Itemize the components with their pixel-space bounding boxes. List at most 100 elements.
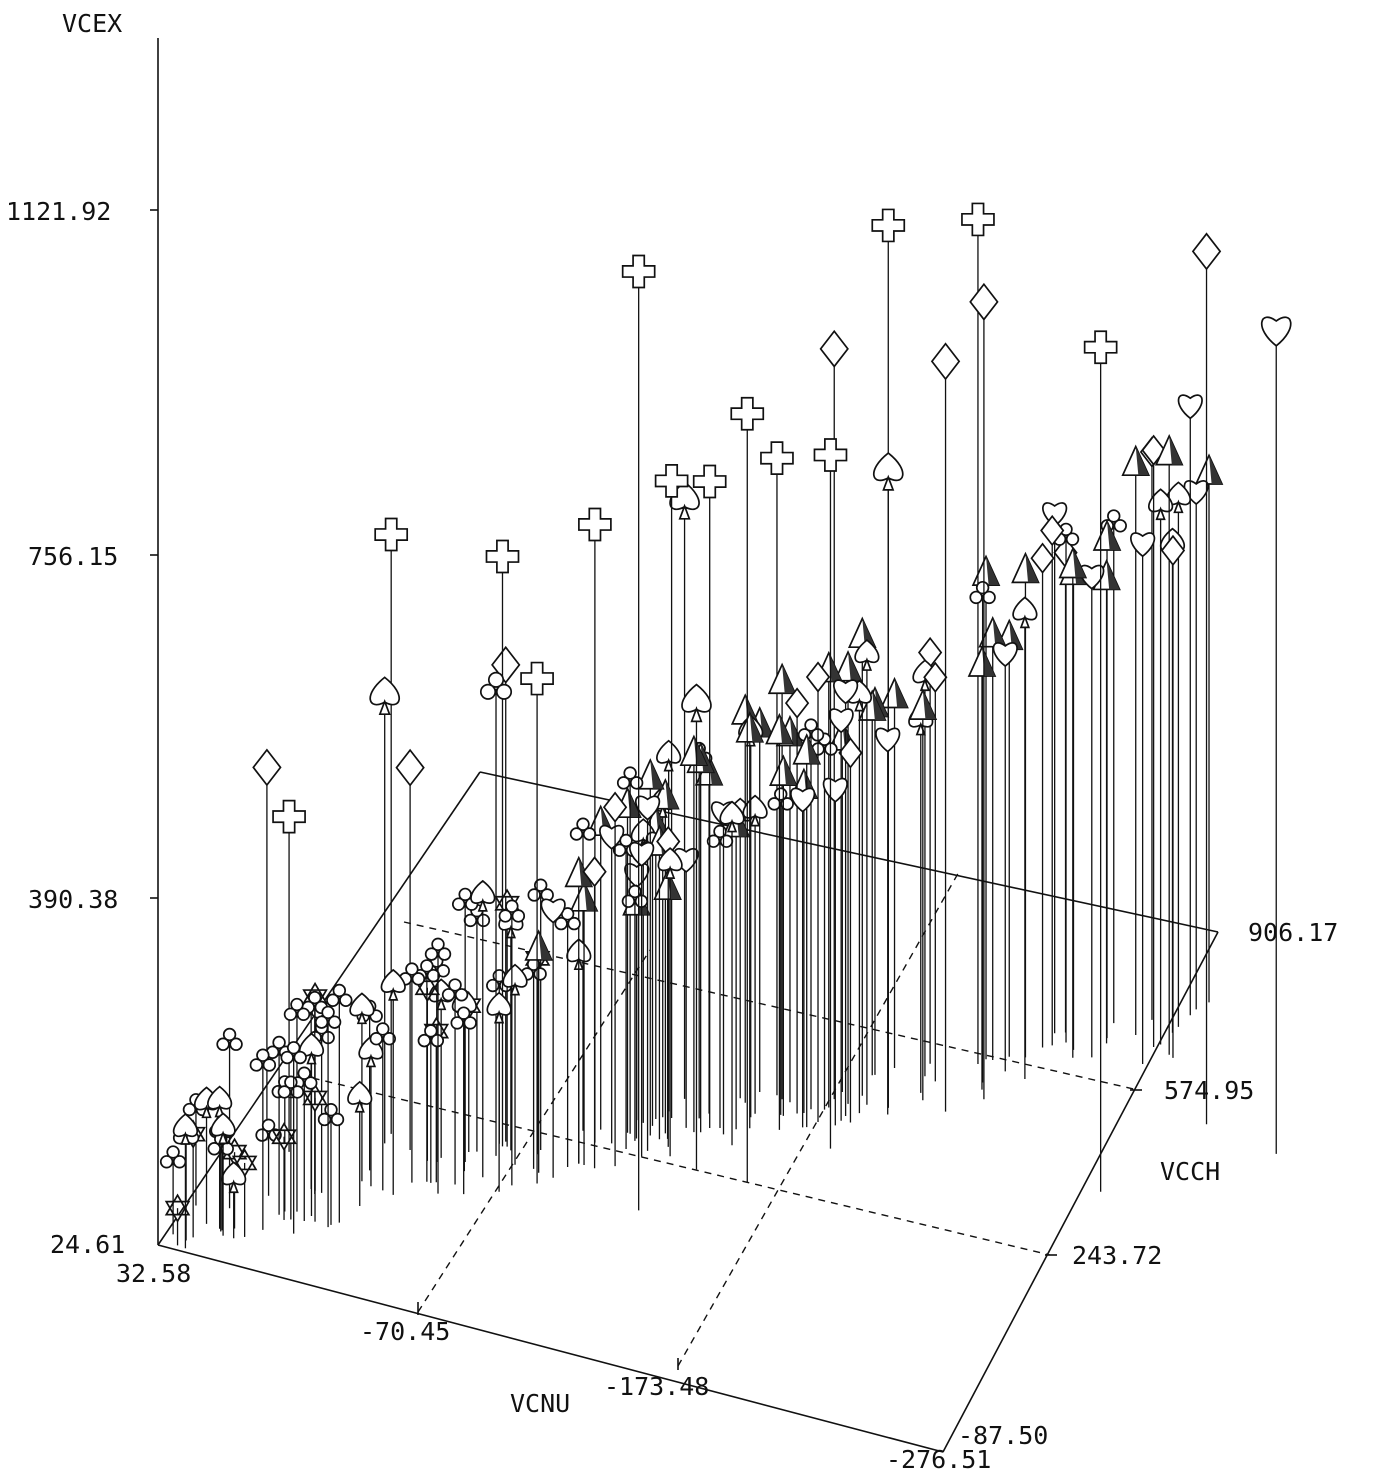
data-point-heart: [828, 708, 854, 1121]
club-marker: [797, 718, 825, 742]
heart-marker: [624, 863, 650, 889]
cross-marker: [730, 396, 765, 431]
data-point-diamond: [395, 748, 425, 1151]
data-point-diamond: [1160, 534, 1186, 1058]
data-point-pyramid: [769, 754, 798, 1116]
data-point-heart: [635, 795, 661, 1151]
diamond-marker: [784, 687, 810, 719]
data-point-spade: [1165, 481, 1191, 1027]
club-marker: [1052, 522, 1080, 546]
pyramid-shade: [1209, 455, 1223, 485]
x-tick-label-32: 32.58: [116, 1259, 191, 1288]
club-marker: [249, 1048, 277, 1072]
data-point-pyramid: [586, 804, 616, 1130]
pyramid-shade: [749, 713, 763, 742]
cross-marker: [813, 438, 848, 472]
dashed-grid-line-1: [403, 921, 1139, 1091]
data-point-pyramid: [792, 733, 822, 1128]
data-point-club: [520, 957, 547, 1169]
data-point-club: [398, 962, 426, 1183]
club-marker: [424, 937, 452, 961]
pyramid-shade: [782, 664, 796, 694]
cross-marker: [961, 202, 995, 237]
data-point-club: [685, 741, 713, 1119]
y-tick-label-906: 906.17: [1248, 918, 1338, 947]
spade-marker: [719, 800, 745, 833]
pyramid-shade: [1107, 521, 1121, 550]
data-point-pyramid: [908, 688, 938, 1101]
data-point-spade: [719, 800, 745, 1146]
diamond-marker: [252, 748, 282, 787]
data-point-spade: [657, 847, 683, 1157]
data-point-club: [159, 1145, 187, 1235]
data-point-pyramid: [1059, 553, 1088, 1050]
club-marker: [969, 580, 996, 605]
data-point-club: [498, 899, 526, 1186]
spade-marker: [369, 676, 400, 716]
pyramid-shade: [806, 735, 820, 764]
diamond-marker: [1191, 232, 1222, 271]
data-point-spade: [298, 1032, 325, 1217]
data-point-spade: [738, 714, 764, 1118]
z-axis-label: VCEX: [62, 9, 122, 38]
z-tick-label-390: 390.38: [28, 885, 118, 914]
club-marker: [326, 983, 353, 1007]
dashed-grid-line-2: [299, 1074, 1051, 1256]
pyramid-shade: [665, 780, 679, 809]
club-marker: [616, 766, 644, 790]
pyramid-shade: [894, 678, 908, 708]
club-marker: [314, 1005, 342, 1029]
data-point-club: [1052, 522, 1080, 1043]
spade-marker: [221, 1161, 247, 1194]
spade-marker: [681, 683, 712, 723]
spade-marker: [854, 639, 880, 671]
data-point-diamond: [602, 791, 628, 1167]
data-point-club: [417, 1024, 445, 1183]
diamond-marker: [582, 856, 607, 888]
pyramid-shade: [981, 647, 995, 677]
spade-marker: [298, 1032, 325, 1065]
x-tick-label-70: -70.45: [360, 1317, 450, 1346]
pyramid-shade: [1106, 560, 1120, 590]
spade-marker: [380, 968, 406, 1001]
heart-marker: [540, 898, 566, 924]
data-point-spade: [221, 1161, 247, 1239]
data-point-spade: [681, 683, 712, 1170]
pyramid-shade: [986, 556, 1000, 586]
heart-marker: [828, 708, 854, 734]
data-point-cross: [1083, 330, 1118, 1192]
data-point-spade: [428, 978, 454, 1158]
data-point-spade: [347, 1080, 373, 1206]
data-point-club: [369, 1022, 396, 1191]
data-point-pyramid: [679, 734, 709, 1133]
data-point-diamond: [838, 737, 863, 1123]
diamond-marker: [491, 645, 521, 684]
heart-marker: [1130, 532, 1156, 558]
spade-marker: [172, 1113, 198, 1145]
pyramid-shade: [709, 756, 723, 785]
data-point-cross: [485, 539, 520, 1147]
data-point-cross: [621, 254, 656, 1211]
pyramid-shade: [783, 756, 797, 786]
pyramid-shade: [828, 652, 842, 682]
spade-marker: [486, 991, 512, 1024]
data-point-spade: [380, 968, 406, 1195]
data-point-pyramid: [967, 645, 997, 1090]
diamond-marker: [395, 748, 425, 787]
diamond-marker: [838, 737, 863, 769]
data-point-diamond: [1191, 232, 1222, 1125]
data-point-heart: [1079, 564, 1105, 1058]
x-axis-label: VCNU: [510, 1389, 570, 1418]
data-point-heart: [1130, 532, 1156, 1065]
cross-marker: [1083, 330, 1118, 365]
data-point-heart: [1183, 480, 1209, 1010]
heart-marker: [822, 777, 848, 803]
data-point-spade: [1012, 596, 1038, 1079]
diamond-marker: [819, 329, 849, 368]
pyramid-shade: [1025, 553, 1039, 583]
cross-marker: [485, 539, 520, 574]
data-point-club: [451, 887, 479, 1163]
data-point-pyramid: [857, 689, 887, 1076]
diamond-marker: [805, 661, 831, 693]
club-marker: [441, 978, 469, 1002]
